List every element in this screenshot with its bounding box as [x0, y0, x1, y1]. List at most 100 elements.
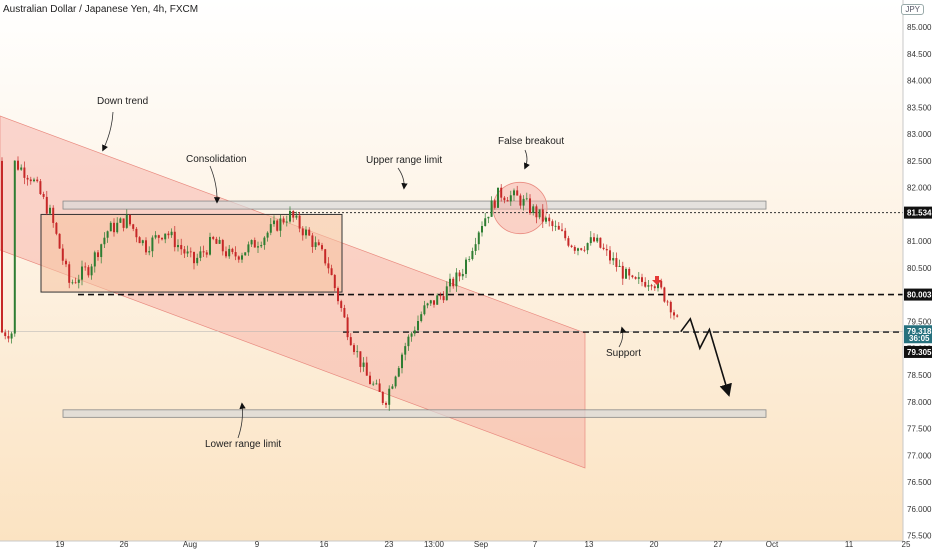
price-tick-label: 76.500 — [907, 478, 932, 487]
candle-body — [186, 251, 189, 254]
candle-body — [257, 246, 259, 248]
candle-body — [167, 233, 170, 236]
candle-body — [285, 221, 288, 223]
candle-body — [535, 206, 538, 218]
candle-body — [103, 237, 106, 245]
time-tick-label: 25 — [902, 540, 911, 549]
candle-body — [669, 301, 672, 313]
candle-body — [314, 242, 317, 247]
candle-body — [372, 383, 375, 385]
candle-body — [477, 232, 480, 245]
candle-body — [116, 222, 119, 233]
price-tick-label: 77.500 — [907, 425, 932, 434]
price-badge-support-text: 79.305 — [907, 348, 932, 357]
candle-body — [173, 231, 176, 248]
down-trend-label: Down trend — [97, 96, 148, 107]
candle-body — [612, 258, 615, 261]
candle-body — [401, 354, 403, 369]
candle-body — [385, 402, 387, 405]
candle-body — [650, 285, 653, 287]
candle-body — [100, 244, 103, 258]
candle-body — [298, 215, 301, 229]
price-tick-label: 80.500 — [907, 264, 932, 273]
candle-body — [7, 336, 10, 339]
candle-body — [548, 217, 551, 222]
candle-body — [113, 222, 115, 233]
candle-body — [90, 266, 93, 276]
candle-body — [538, 209, 541, 218]
candle-body — [481, 226, 483, 233]
candle-body — [119, 218, 122, 223]
candle-body — [218, 240, 221, 244]
candle-body — [378, 383, 381, 392]
candle-body — [23, 167, 26, 178]
candle-body — [49, 207, 51, 214]
candle-body — [308, 229, 311, 236]
candle-body — [593, 237, 595, 242]
candle-body — [436, 295, 439, 305]
consolidation-box — [40, 213, 343, 293]
candle-body — [228, 248, 231, 257]
candle-body — [324, 249, 327, 264]
candle-body — [145, 240, 147, 253]
annotation-pointer — [397, 167, 408, 190]
candle-body — [589, 237, 592, 244]
candle-body — [433, 300, 435, 305]
candle-body — [196, 257, 199, 264]
price-tick-label: 76.000 — [907, 505, 932, 514]
price-tick-label: 84.500 — [907, 50, 932, 59]
price-badge-mid — [904, 288, 932, 301]
candle-body — [52, 207, 55, 223]
candle-body — [442, 296, 445, 301]
candle-body — [282, 218, 285, 223]
candle-body — [426, 303, 429, 306]
price-tick-label: 81.000 — [907, 237, 932, 246]
candle-body — [209, 236, 211, 255]
time-tick-label: Sep — [474, 540, 489, 549]
candle-body — [365, 362, 368, 376]
lower-range-box — [62, 409, 767, 418]
candle-body — [237, 256, 240, 260]
candle-body — [26, 177, 29, 180]
currency-badge[interactable]: JPY — [901, 4, 924, 15]
time-axis[interactable] — [0, 541, 932, 550]
time-tick-label: 9 — [255, 540, 260, 549]
candle-body — [362, 362, 365, 367]
price-axis[interactable] — [903, 0, 932, 550]
candle-body — [193, 252, 195, 264]
candle-body — [301, 228, 304, 236]
time-tick-label: 11 — [845, 540, 854, 549]
candle-body — [317, 242, 320, 246]
candle-body — [420, 314, 423, 322]
candle-body — [503, 197, 506, 201]
down-arrow-icon — [652, 276, 662, 285]
candle-body — [295, 215, 298, 218]
candle-body — [29, 179, 32, 182]
candle-body — [493, 200, 496, 208]
candle-body — [340, 301, 343, 308]
candle-body — [529, 198, 531, 213]
price-tick-label: 77.000 — [907, 451, 932, 460]
candle-body — [292, 210, 295, 218]
candle-body — [666, 301, 669, 303]
candle-body — [148, 251, 151, 253]
candle-body — [657, 280, 659, 289]
candle-body — [65, 260, 67, 265]
annotation-pointer — [102, 111, 114, 152]
consolidation-label: Consolidation — [186, 154, 247, 165]
price-tick-label: 79.500 — [907, 318, 932, 327]
candle-body — [410, 333, 413, 337]
candle-body — [263, 237, 266, 246]
candle-body — [551, 221, 554, 227]
candle-body — [381, 391, 384, 403]
candle-body — [596, 237, 599, 242]
candle-body — [42, 194, 45, 197]
candle-body — [170, 231, 173, 236]
candle-body — [109, 222, 112, 232]
candle-body — [359, 351, 362, 367]
time-tick-label: Oct — [766, 540, 779, 549]
false-breakout-area — [492, 181, 548, 235]
candle-body — [241, 255, 243, 260]
candle-body — [577, 248, 579, 251]
